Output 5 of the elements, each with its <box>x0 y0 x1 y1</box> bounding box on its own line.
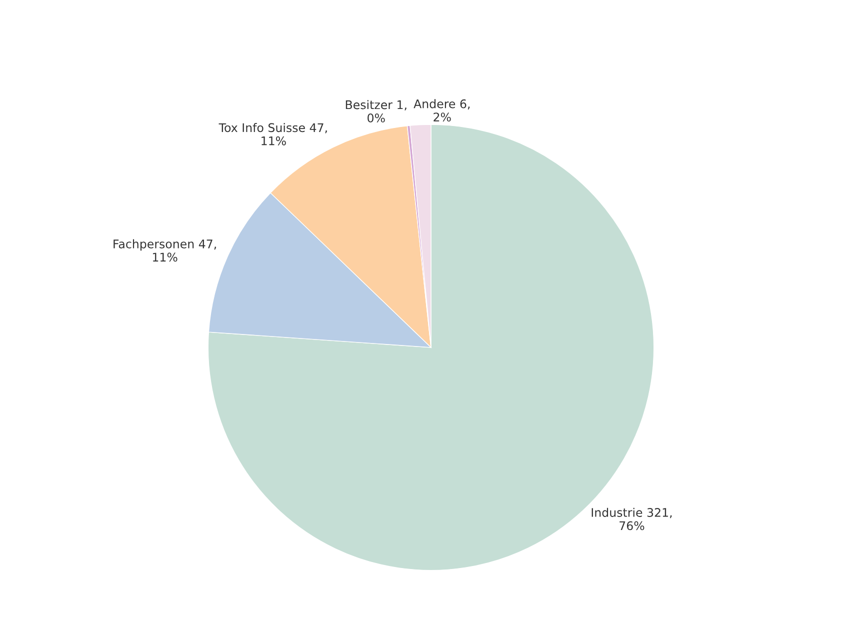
slice-label: Fachpersonen 47, 11% <box>114 239 216 262</box>
slice-label: Andere 6, 2% <box>414 99 470 122</box>
slice-label: Industrie 321, 76% <box>592 508 672 530</box>
slice-label: Tox Info Suisse 47, 11% <box>218 122 327 146</box>
slice-label: Besitzer 1, 0% <box>346 100 406 122</box>
